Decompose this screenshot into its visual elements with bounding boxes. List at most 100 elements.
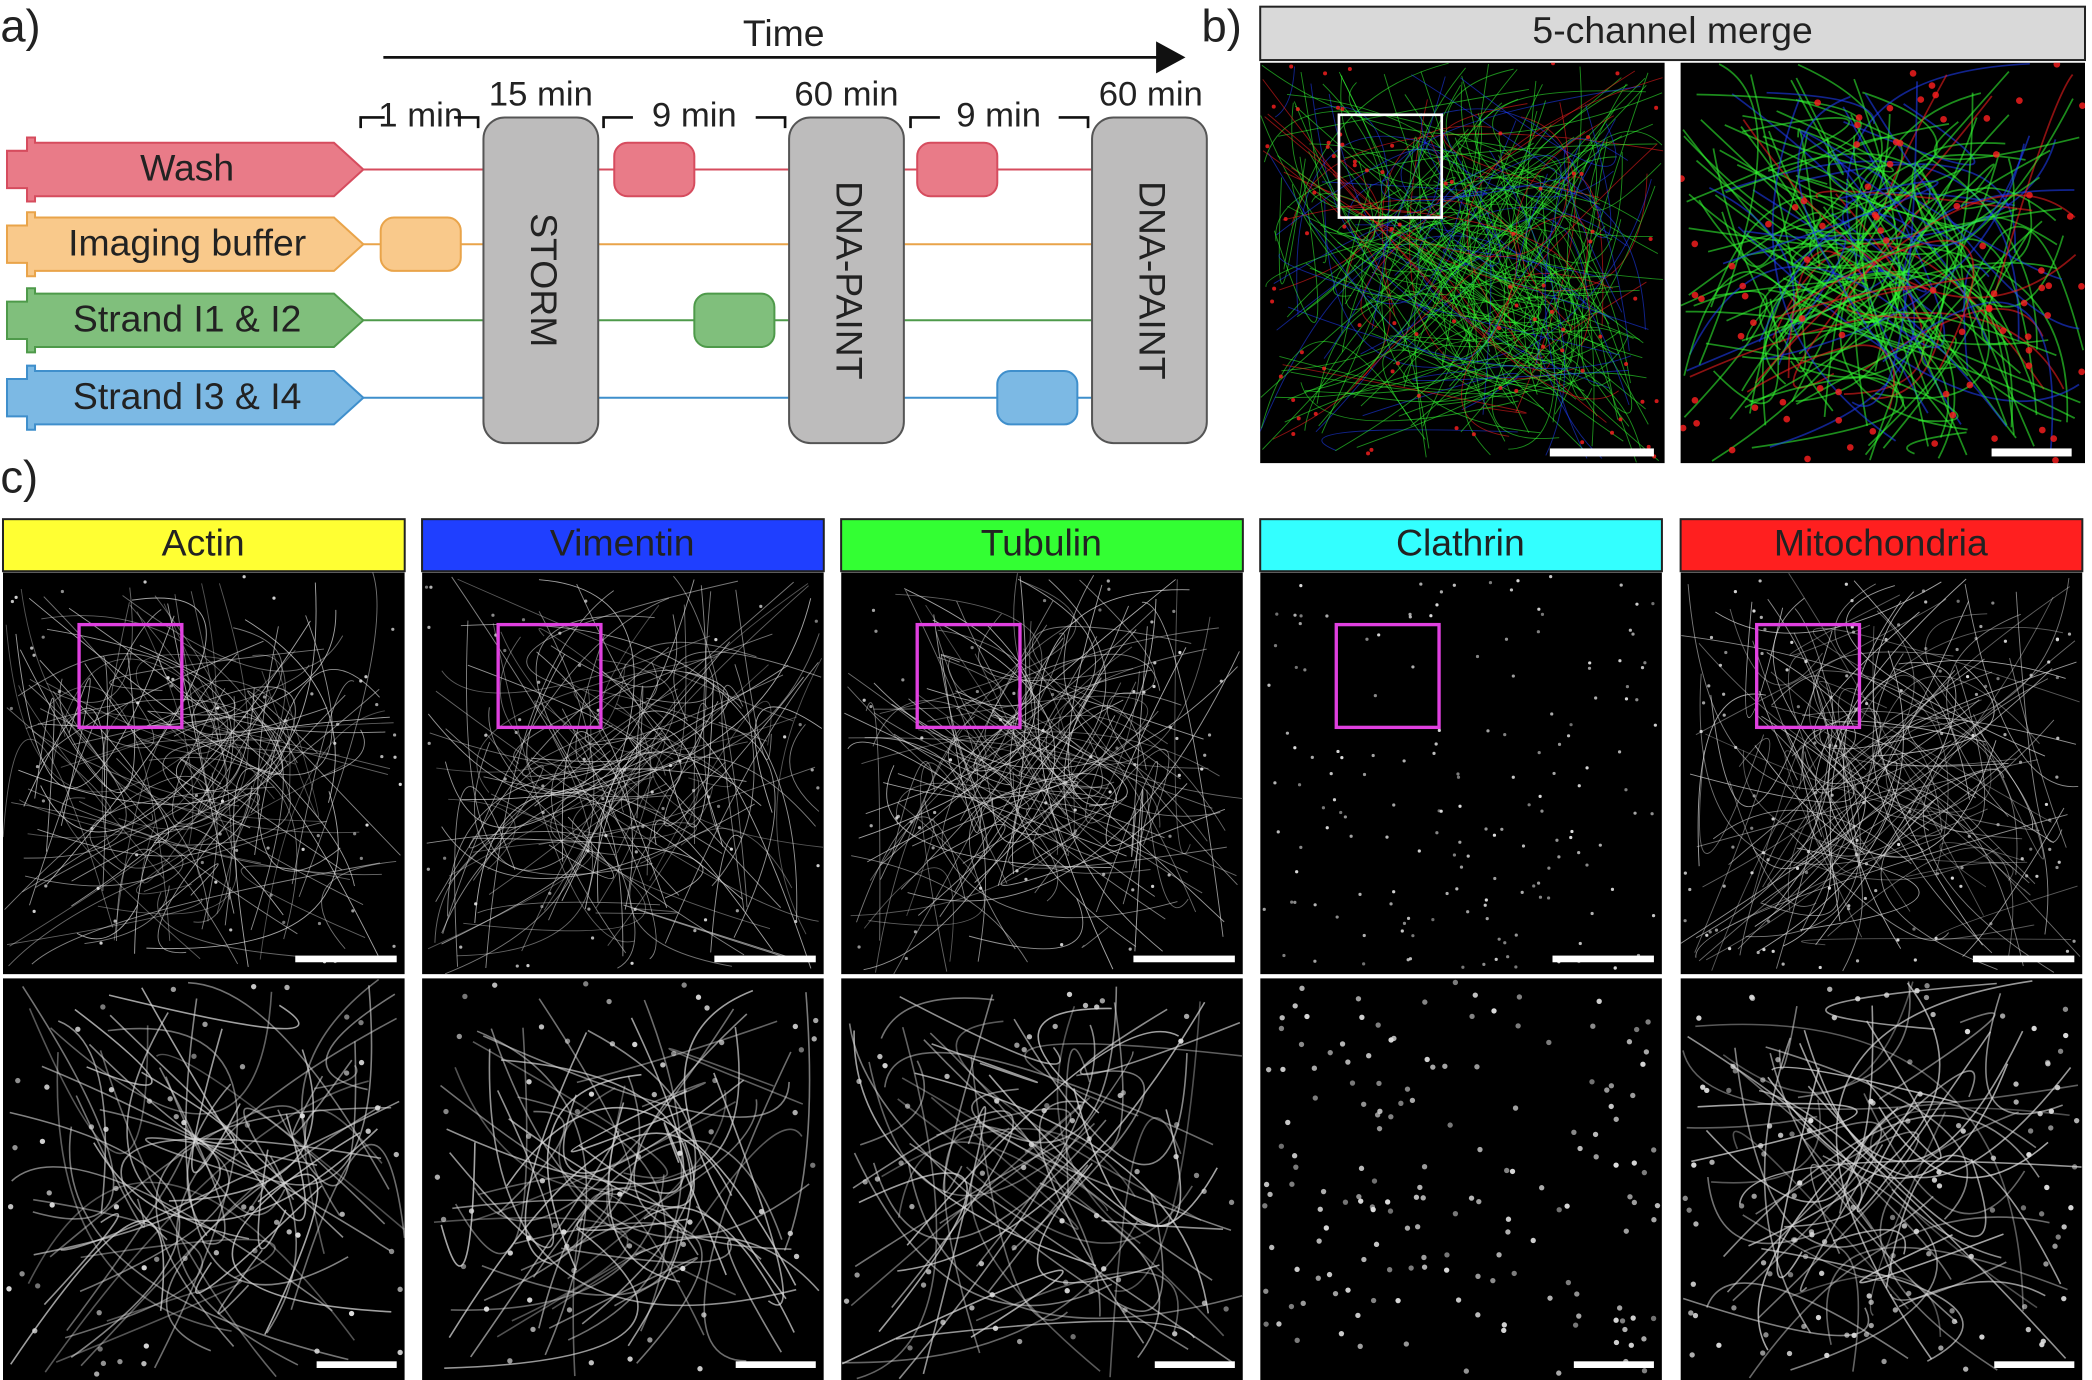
filament bbox=[1752, 601, 1970, 869]
punctum bbox=[1698, 295, 1705, 303]
punctum bbox=[1777, 1132, 1784, 1138]
punctum bbox=[1278, 1143, 1285, 1149]
filament bbox=[1432, 219, 1569, 304]
punctum bbox=[1874, 888, 1878, 893]
punctum bbox=[1373, 1241, 1380, 1248]
filament bbox=[1689, 715, 1854, 803]
punctum bbox=[1547, 866, 1551, 870]
punctum bbox=[1468, 1195, 1475, 1201]
filament bbox=[158, 863, 219, 910]
filament bbox=[485, 590, 614, 969]
punctum bbox=[998, 718, 1003, 722]
punctum bbox=[944, 1073, 950, 1080]
punctum bbox=[90, 826, 94, 830]
punctum bbox=[1538, 186, 1543, 191]
punctum bbox=[561, 1229, 567, 1235]
filament bbox=[895, 593, 1043, 724]
punctum bbox=[1402, 921, 1407, 925]
filament bbox=[1106, 692, 1238, 886]
punctum bbox=[1890, 1252, 1896, 1259]
punctum bbox=[871, 608, 876, 612]
punctum bbox=[1610, 887, 1615, 892]
punctum bbox=[1985, 304, 1993, 312]
filament bbox=[244, 619, 336, 803]
punctum bbox=[1797, 1180, 1803, 1186]
punctum bbox=[2021, 1303, 2028, 1310]
punctum bbox=[2020, 1205, 2027, 1211]
filament bbox=[1276, 155, 1562, 331]
punctum bbox=[1991, 435, 1998, 442]
filament bbox=[858, 1172, 968, 1333]
filament bbox=[1348, 178, 1436, 318]
punctum bbox=[979, 1170, 986, 1176]
punctum bbox=[1117, 1092, 1123, 1099]
filament bbox=[17, 653, 228, 772]
punctum bbox=[135, 853, 139, 857]
zoom-box bbox=[1755, 622, 1862, 730]
filament bbox=[456, 736, 593, 957]
punctum bbox=[1923, 994, 1930, 1001]
punctum bbox=[2078, 368, 2085, 376]
filament bbox=[1748, 982, 1941, 1247]
acquisition-step bbox=[788, 116, 905, 445]
punctum bbox=[1332, 1290, 1339, 1297]
punctum bbox=[969, 1305, 975, 1311]
punctum bbox=[94, 1371, 100, 1377]
filament bbox=[118, 686, 296, 782]
punctum bbox=[1012, 691, 1016, 695]
punctum bbox=[1930, 1011, 1936, 1018]
filament bbox=[1827, 578, 1967, 855]
punctum bbox=[1863, 1331, 1870, 1338]
filament bbox=[1799, 130, 1960, 247]
punctum bbox=[1362, 933, 1366, 938]
filament bbox=[460, 624, 798, 921]
punctum bbox=[869, 824, 873, 828]
filament bbox=[1323, 76, 1446, 359]
punctum bbox=[1371, 1178, 1378, 1184]
filament bbox=[1687, 1035, 1863, 1228]
filament bbox=[710, 834, 742, 953]
filament bbox=[907, 651, 1240, 902]
punctum bbox=[2072, 939, 2076, 943]
punctum bbox=[1989, 1207, 1996, 1213]
filament bbox=[1451, 264, 1520, 286]
punctum bbox=[1960, 1128, 1966, 1134]
punctum bbox=[1335, 915, 1339, 919]
punctum bbox=[1540, 809, 1544, 813]
punctum bbox=[1716, 1342, 1722, 1348]
punctum bbox=[1390, 369, 1395, 374]
punctum bbox=[1521, 844, 1526, 848]
bracket bbox=[602, 116, 787, 129]
punctum bbox=[1942, 390, 1950, 398]
punctum bbox=[1540, 612, 1545, 616]
filament bbox=[1787, 699, 1982, 911]
punctum bbox=[1458, 804, 1462, 808]
punctum bbox=[1951, 1318, 1958, 1325]
punctum bbox=[521, 618, 526, 622]
punctum bbox=[234, 848, 239, 852]
punctum bbox=[1458, 840, 1462, 844]
filament bbox=[1034, 749, 1170, 894]
punctum bbox=[1044, 801, 1048, 805]
punctum bbox=[1332, 798, 1337, 802]
punctum bbox=[975, 689, 979, 694]
filament bbox=[463, 793, 646, 932]
filament bbox=[102, 703, 327, 823]
punctum bbox=[7, 1204, 14, 1210]
punctum bbox=[1966, 381, 1974, 389]
punctum bbox=[1454, 426, 1459, 431]
punctum bbox=[170, 986, 177, 993]
filament bbox=[1835, 980, 2033, 1360]
punctum bbox=[2062, 1006, 2069, 1012]
punctum bbox=[1392, 321, 1397, 326]
filament bbox=[84, 885, 170, 945]
filament bbox=[1300, 72, 1327, 264]
punctum bbox=[1015, 869, 1019, 873]
filament bbox=[9, 739, 242, 947]
punctum bbox=[1759, 615, 1763, 619]
punctum bbox=[365, 1128, 371, 1134]
punctum bbox=[1400, 929, 1404, 933]
punctum bbox=[1349, 1080, 1356, 1086]
punctum bbox=[1219, 679, 1223, 683]
punctum bbox=[1447, 1122, 1453, 1128]
